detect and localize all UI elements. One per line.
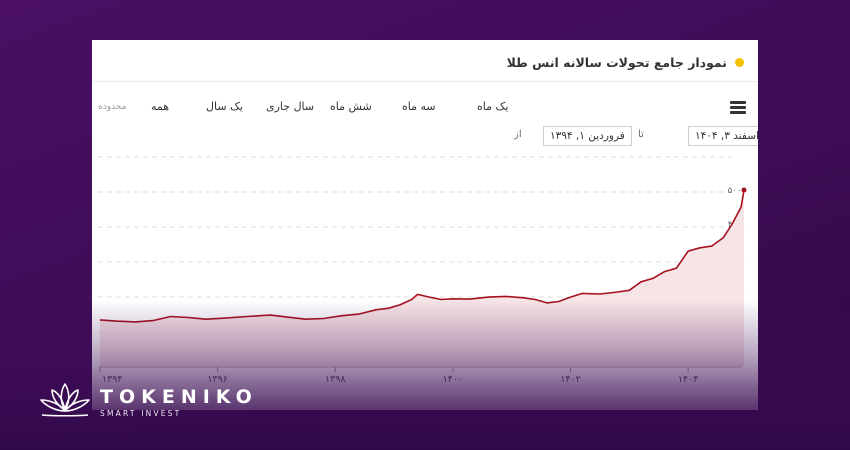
range-button-six-months[interactable]: شش ماه: [330, 100, 372, 113]
header-divider: [92, 81, 758, 82]
last-point: [741, 187, 747, 193]
brand-logo: TOKENIKO SMART INVEST: [36, 380, 258, 420]
chart-header: نمودار جامع تحولات سالانه انس طلا: [507, 52, 744, 72]
date-from-input[interactable]: فروردین ۱, ۱۳۹۴: [543, 126, 632, 146]
brand-tagline: SMART INVEST: [100, 409, 182, 418]
x-tick-label: ۱۳۹۸: [325, 374, 345, 385]
series-area: [100, 190, 744, 367]
hamburger-menu-icon[interactable]: [730, 101, 746, 114]
from-label: از: [514, 129, 522, 140]
gold-price-chart: ۰۱۰۰۰۲۰۰۰۳۰۰۰۴۰۰۰۵۰۰۰۱۳۹۴۱۳۹۶۱۳۹۸۱۴۰۰۱۴۰…: [98, 156, 747, 385]
range-button-three-months[interactable]: سه ماه: [402, 100, 436, 113]
range-label: محدوده: [98, 102, 127, 112]
x-tick-label: ۱۴۰۴: [678, 374, 698, 385]
x-tick-label: ۱۴۰۲: [560, 374, 580, 385]
title-dot-icon: [735, 57, 744, 67]
y-tick-label: ۵۰۰۰: [728, 186, 746, 196]
lotus-logo-icon: [40, 383, 90, 417]
range-button-current-year[interactable]: سال جاری: [266, 100, 315, 113]
range-button-one-year[interactable]: یک سال: [206, 100, 243, 113]
range-button-one-month[interactable]: یک ماه: [477, 100, 509, 113]
chart-title: نمودار جامع تحولات سالانه انس طلا: [506, 54, 727, 70]
date-to-input[interactable]: اسفند ۳, ۱۴۰۴: [688, 126, 758, 146]
brand-name: TOKENIKO: [100, 386, 258, 408]
chart-card: نمودار جامع تحولات سالانه انس طلا یک ماه…: [92, 40, 758, 410]
x-tick-label: ۱۴۰۰: [443, 374, 463, 385]
range-button-all[interactable]: همه: [151, 100, 170, 113]
to-label: تا: [638, 129, 644, 140]
